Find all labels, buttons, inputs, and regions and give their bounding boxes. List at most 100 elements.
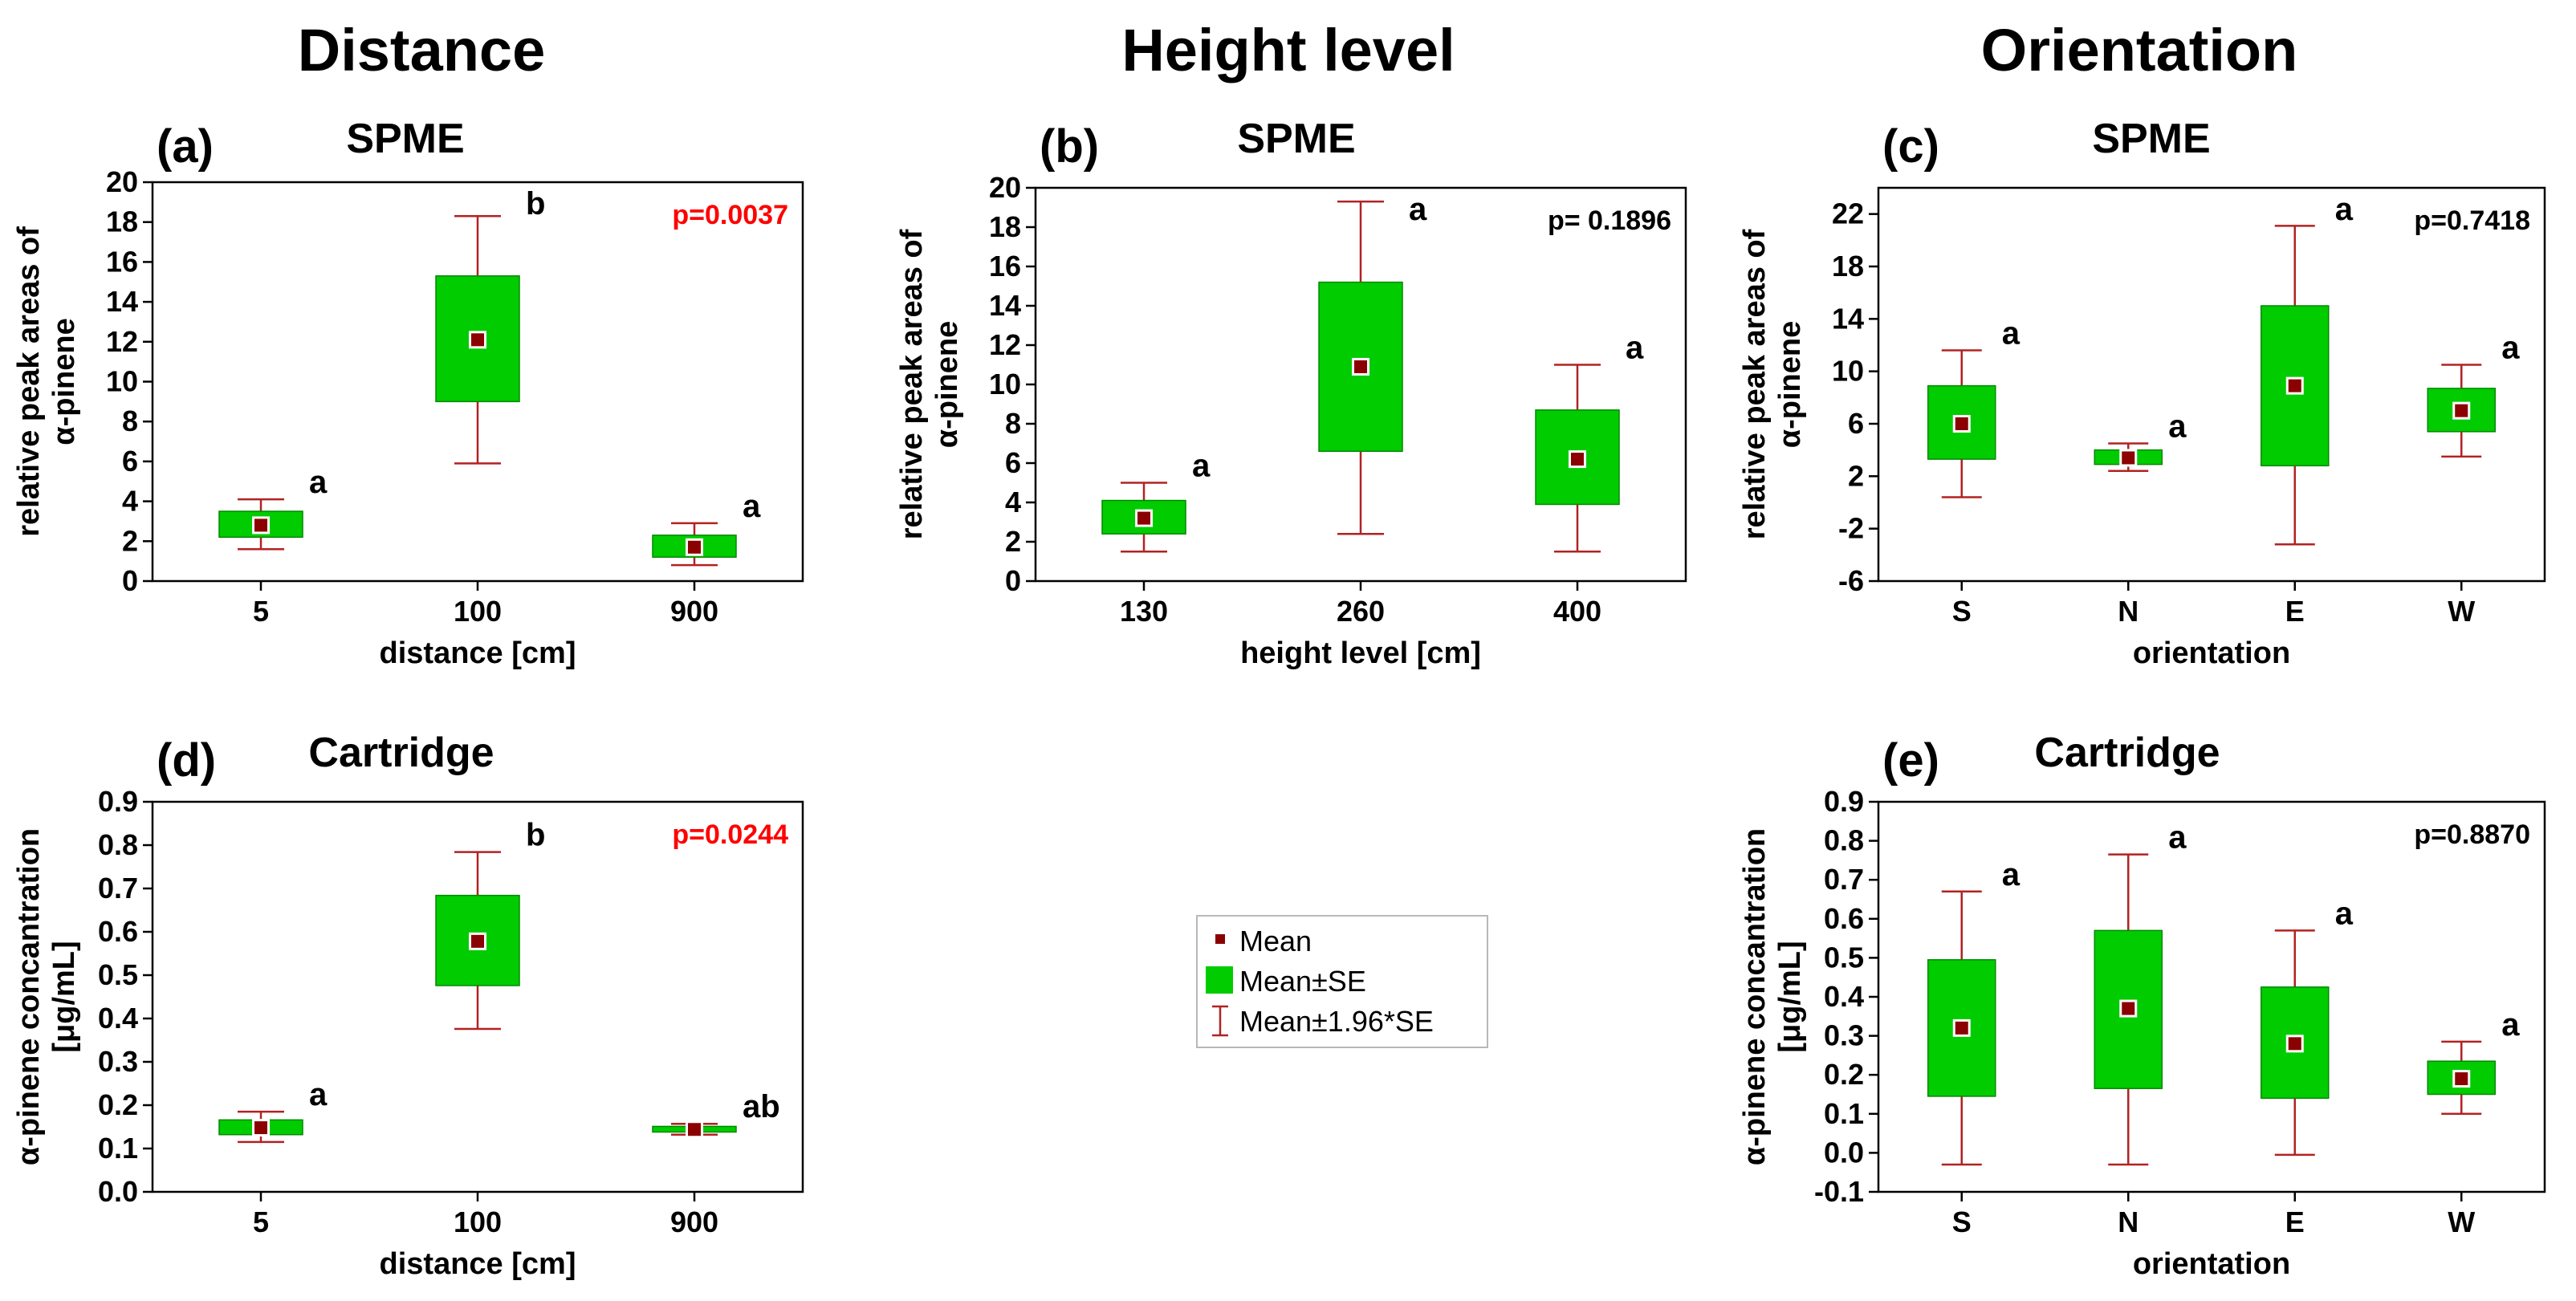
panel-letter: (b)	[1040, 120, 1099, 173]
y-tick-label: 0.4	[98, 1002, 138, 1035]
panel-subtitle: SPME	[346, 116, 464, 162]
panel-subtitle: SPME	[1237, 116, 1355, 162]
significance-letter: b	[526, 818, 545, 853]
panel-subtitle: Cartridge	[2034, 730, 2220, 776]
y-tick-label: 0.5	[98, 958, 138, 991]
legend-ci-icon	[1212, 1005, 1228, 1037]
y-tick-label: 0.6	[1824, 902, 1864, 935]
mean-marker	[2288, 1037, 2301, 1051]
x-axis-label: distance [cm]	[380, 636, 576, 670]
y-axis-label-line: α-pinene	[1773, 321, 1807, 448]
x-tick-label: 5	[253, 595, 269, 628]
y-axis-label: relative peak areas ofα-pinene	[895, 229, 964, 539]
y-tick-label: 2	[1005, 525, 1021, 558]
p-value-label: p=0.0037	[672, 200, 788, 230]
x-tick-label: S	[1952, 595, 1972, 628]
x-tick-label: 400	[1553, 595, 1601, 628]
y-tick-label: 14	[989, 289, 1021, 322]
mean-marker	[471, 333, 484, 347]
chart-panel-d: (d) Cartridge 0.0 0.1 0.2 0.3 0.4 0.5 0.6 0.7 0.8 0…	[12, 730, 804, 1281]
y-tick-label: 0	[1005, 564, 1021, 597]
x-tick-label: 100	[454, 1205, 502, 1238]
y-axis-label-line: α-pinene concantration	[1738, 828, 1772, 1165]
significance-letter: a	[2002, 316, 2021, 352]
legend: Mean Mean±SE Mean±1.96*SE	[1196, 915, 1488, 1048]
p-value-label: p= 0.1896	[1548, 205, 1671, 236]
significance-letter: ab	[743, 1089, 780, 1124]
mean-marker	[688, 540, 701, 554]
y-tick-label: 0.7	[1824, 863, 1864, 896]
y-tick-label: 2	[1848, 459, 1864, 492]
y-axis-label-line: [μg/mL]	[1773, 941, 1807, 1052]
y-axis-label: α-pinene concantration[μg/mL]	[1738, 828, 1807, 1165]
legend-mean-label: Mean	[1239, 925, 1312, 957]
y-axis-label-line: relative peak areas of	[1738, 229, 1772, 539]
legend-se-icon	[1206, 966, 1233, 994]
y-tick-label: 0.4	[1824, 980, 1864, 1013]
y-axis-label: relative peak areas ofα-pinene	[1738, 229, 1807, 539]
mean-marker	[254, 1121, 267, 1135]
y-tick-label: 4	[1005, 486, 1021, 518]
y-axis-label-line: α-pinene	[47, 318, 81, 445]
mean-marker	[254, 518, 267, 532]
y-axis-label-line: relative peak areas of	[895, 229, 929, 539]
x-axis-label: orientation	[2133, 636, 2290, 670]
significance-letter: a	[2168, 409, 2187, 445]
y-tick-label: 6	[1005, 446, 1021, 479]
legend-row-ci: Mean±1.96*SE	[1198, 1003, 1487, 1039]
chart-panel-a: (a) SPME 0 2 4 6 8 10 12 14 16 18 20 5 100 900 distance …	[12, 116, 804, 670]
x-tick-label: N	[2118, 1205, 2139, 1238]
mean-marker	[2455, 1072, 2468, 1086]
significance-letter: a	[743, 489, 761, 524]
y-axis-label: relative peak areas ofα-pinene	[12, 226, 81, 537]
x-tick-label: 130	[1120, 595, 1168, 628]
x-tick-label: 900	[670, 1205, 718, 1238]
chart-panel-b: (b) SPME 0 2 4 6 8 10 12 14 16 18 20 130 260 400 height …	[895, 116, 1687, 670]
y-tick-label: 4	[122, 485, 138, 518]
panel-letter: (c)	[1882, 120, 1939, 173]
y-tick-label: -6	[1838, 564, 1864, 597]
mean-marker	[1137, 511, 1150, 525]
legend-mean-icon	[1215, 934, 1225, 944]
x-tick-label: S	[1952, 1205, 1972, 1238]
y-tick-label: 0.1	[1824, 1097, 1864, 1130]
panel-letter: (a)	[157, 120, 214, 173]
y-tick-label: 22	[1832, 197, 1864, 230]
x-tick-label: 900	[670, 595, 718, 628]
mean-marker	[2122, 1002, 2135, 1015]
y-tick-label: 16	[989, 250, 1021, 283]
y-tick-label: 0	[122, 564, 138, 597]
x-axis-label: distance [cm]	[380, 1247, 576, 1281]
x-tick-label: W	[2448, 1205, 2475, 1238]
significance-letter: a	[2501, 1007, 2520, 1043]
legend-row-se: Mean±SE	[1198, 963, 1487, 998]
y-tick-label: 14	[106, 285, 138, 318]
legend-row-mean: Mean	[1198, 923, 1487, 958]
y-tick-label: -0.1	[1814, 1175, 1864, 1208]
mean-marker	[2122, 451, 2135, 465]
x-axis-label: height level [cm]	[1240, 636, 1481, 670]
y-tick-label: 12	[989, 328, 1021, 361]
y-tick-label: 0.0	[98, 1175, 138, 1208]
y-tick-label: 6	[1848, 407, 1864, 440]
significance-letter: a	[309, 1077, 328, 1112]
y-tick-label: 20	[989, 171, 1021, 204]
significance-letter: a	[2501, 331, 2520, 366]
y-tick-label: 0.7	[98, 872, 138, 905]
significance-letter: b	[526, 186, 545, 222]
mean-marker	[2455, 404, 2468, 417]
panel-subtitle: SPME	[2092, 116, 2210, 162]
y-tick-label: 0.9	[1824, 785, 1864, 818]
x-axis-label: orientation	[2133, 1247, 2290, 1281]
significance-letter: a	[1626, 331, 1644, 366]
significance-letter: a	[2335, 896, 2354, 931]
column-title-height: Height level	[1121, 17, 1455, 83]
y-axis-label: α-pinene concantration[μg/mL]	[12, 828, 81, 1165]
chart-panel-e: (e) Cartridge -0.1 0.0 0.1 0.2 0.3 0.4 0.5 0.6 0.7…	[1738, 730, 2546, 1281]
significance-letter: a	[309, 465, 328, 500]
column-title-orientation: Orientation	[1980, 17, 2298, 83]
y-axis-label-line: [μg/mL]	[47, 941, 81, 1052]
mean-marker	[1955, 417, 1968, 430]
mean-marker	[2288, 379, 2301, 392]
